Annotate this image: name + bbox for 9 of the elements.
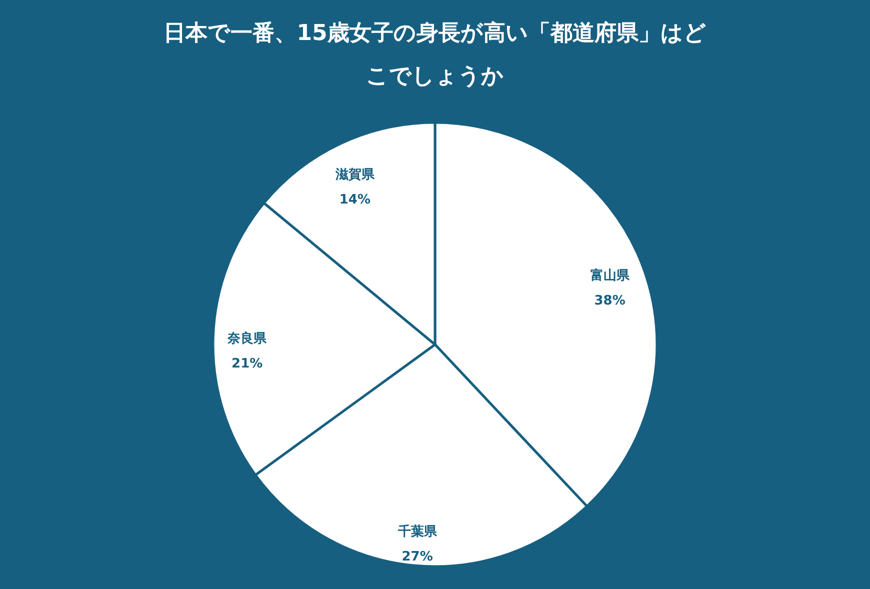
data-label: 27% <box>402 550 433 565</box>
slice-label: 富山県 <box>590 267 630 284</box>
slice-label: 千葉県 <box>396 524 438 540</box>
chart-title: 日本で一番、15歳女子の身長が高い「都道府県」はどこでしょうか <box>164 20 706 89</box>
data-label: 21% <box>232 356 263 372</box>
data-label: 38% <box>594 293 626 308</box>
slice-label: 滋賀県 <box>334 167 376 182</box>
slice-label: 奈良県 <box>226 330 268 347</box>
data-label: 14% <box>339 192 371 208</box>
